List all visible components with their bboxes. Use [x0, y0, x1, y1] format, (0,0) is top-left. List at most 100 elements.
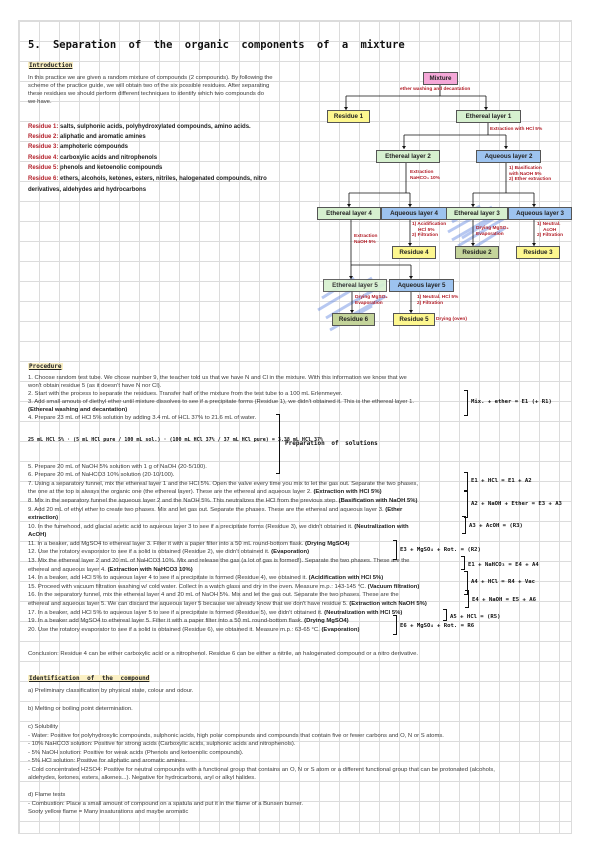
- identification-line: - Water: Positive for polyhydroxylic com…: [28, 733, 444, 739]
- procedure-step: 2. Start with the process to separate th…: [28, 390, 342, 398]
- identification-line: aldehydes, ketones, esters, alkenes...).…: [28, 775, 256, 781]
- preparation-brace: [276, 414, 280, 474]
- residue-description: derivatives, aldehydes and hydrocarbons: [28, 187, 147, 193]
- equation-brace: [393, 615, 397, 635]
- equation-brace: [464, 490, 468, 518]
- aqueous-layer-2-box: Aqueous layer 2: [476, 150, 541, 163]
- intro-line: these residues we should perform differe…: [28, 91, 264, 97]
- procedure-step: won't obtain residue 5 (as it doesn't ha…: [28, 382, 161, 390]
- step-method: (Extraction with NaHCO3 10%): [107, 567, 193, 573]
- step-text: ethereal and aqueous layer 4.: [28, 567, 108, 573]
- step-text: 15. Proceed with vacuum filtration washi…: [28, 584, 368, 590]
- identification-line: - Combustion: Place a small amount of co…: [28, 801, 304, 807]
- procedure-step: 5. Prepare 20 mL of NaOH 5% solution wit…: [28, 463, 207, 471]
- step-text: 11. In a beaker, add MgSO4 to ethereal l…: [28, 541, 306, 547]
- procedure-step: 13. Mix the ethereal layer 2 and 20 mL o…: [28, 557, 409, 565]
- identification-line: b) Melting or boiling point determinatio…: [28, 706, 133, 712]
- procedure-step: 7. Using a separatory funnel, mix the et…: [28, 480, 418, 488]
- step-ether-washing: ether washing and decantation: [400, 87, 471, 92]
- step-drying-e3: Drying MgSO₄ Evaporation: [476, 226, 509, 237]
- step-method: (Neutralization with HCl 5%): [324, 610, 403, 616]
- residue-2-box: Residue 2: [455, 246, 499, 259]
- aqueous-layer-5-box: Aqueous layer 5: [389, 279, 454, 292]
- residue-description: ethers, alcohols, ketones, esters, nitri…: [60, 176, 267, 182]
- step-text: won't obtain residue 5 (as it doesn't ha…: [28, 383, 162, 389]
- residue-item: Residue 3: amphoteric compounds: [28, 144, 128, 150]
- mixture-box: Mixture: [423, 72, 458, 85]
- residue-description: aliphatic and aromatic amines: [60, 134, 146, 140]
- step-method: (Evaporation): [321, 627, 360, 633]
- step-text: 14. In a beaker, add HCl 5% to aqueous l…: [28, 575, 309, 581]
- procedure-step: 16. In the separatory funnel, mix the et…: [28, 591, 399, 599]
- residue-item: Residue 1: salts, sulphonic acids, polyh…: [28, 124, 251, 130]
- identification-line: - 5% NaOH solution: Positive for weak ac…: [28, 750, 244, 756]
- residue-label: Residue 3:: [28, 144, 59, 150]
- step-text: ethereal and aqueous layer 5. We can dis…: [28, 601, 350, 607]
- procedure-step: 11. In a beaker, add MgSO4 to ethereal l…: [28, 540, 350, 548]
- step-text: 13. Mix the ethereal layer 2 and 20 mL o…: [28, 558, 410, 564]
- residue-description: salts, sulphonic acids, polyhydroxylated…: [60, 124, 251, 130]
- step-method: (Acidification with HCl 5%): [308, 575, 384, 581]
- identification-line: d) Flame tests: [28, 792, 66, 798]
- procedure-step: ethereal and aqueous layer 4. (Extractio…: [28, 566, 193, 574]
- residue-item: Residue 2: aliphatic and aromatic amines: [28, 134, 146, 140]
- step-text: 8. Mix in the separatory funnel the aque…: [28, 498, 339, 504]
- step-method: (Drying MgSO4): [304, 618, 349, 624]
- procedure-step: 20. Use the rotatory evaporator to see i…: [28, 626, 359, 634]
- intro-line: we have.: [28, 99, 52, 105]
- procedure-step: 14. In a beaker, add HCl 5% to aqueous l…: [28, 574, 383, 582]
- equation-brace: [461, 556, 465, 570]
- procedure-step: extraction): [28, 514, 58, 522]
- step-text: 17. In a beaker, add HCl 5% to aqueous l…: [28, 610, 325, 616]
- preparation-note: Preparation of solutions: [285, 440, 378, 447]
- step-drying-e5: Drying MgSO₄ Evaporation: [355, 295, 388, 306]
- step-method: (Extraction witch NaOH 5%): [349, 601, 427, 607]
- residue-description: phenols and ketoenolic compounds: [60, 165, 163, 171]
- ethereal-layer-4-box: Ethereal layer 4: [317, 207, 381, 220]
- identification-line: - 10% NaHCO3 solution: Positive for stro…: [28, 741, 296, 747]
- step-method: (Vacuum filtration): [367, 584, 420, 590]
- step-method: (Ethereal washing and decantation): [28, 407, 128, 413]
- step-acidification: 1) Acidification HCl 5% 2) Filtration: [412, 222, 447, 239]
- step-neutralization-a3: 1) Neutral. AcOH 2) Filtration: [537, 222, 564, 239]
- residue-1-box: Residue 1: [327, 110, 370, 123]
- equation-brace: [464, 571, 468, 595]
- reaction-equation: E1 + HCl = E1 + A2: [471, 478, 532, 484]
- reaction-equation: E4 + NaOH = E5 + A6: [472, 597, 536, 603]
- procedure-step: 9. Add 20 mL of ethyl ether to create tw…: [28, 506, 402, 514]
- reaction-equation: E1 + NaHCO₃ = E4 + A4: [468, 562, 539, 568]
- step-method: (Evaporation): [271, 549, 310, 555]
- hcl-calculation: 25 mL HCl 5% · (5 mL HCl pure / 100 mL s…: [28, 437, 324, 443]
- step-method: extraction): [28, 515, 59, 521]
- step-extraction-nahco3: Extraction NaHCO₃ 10%: [410, 170, 440, 181]
- reaction-equation: A4 + HCl = R4 + Vac: [471, 579, 535, 585]
- residue-4-box: Residue 4: [392, 246, 436, 259]
- procedure-step: 12. Use the rotatory evaporator to see i…: [28, 548, 309, 556]
- residue-label: Residue 6:: [28, 176, 59, 182]
- step-extraction-naoh: Extraction NaOH 5%: [354, 234, 378, 245]
- procedure-heading: Procedure: [28, 363, 63, 370]
- identification-heading: Identification of the compound: [28, 675, 151, 682]
- ethereal-layer-2-box: Ethereal layer 2: [376, 150, 440, 163]
- step-text: 6. Prepare 20 mL of NaHCO3 10% solution …: [28, 472, 175, 478]
- intro-line: scheme of the practice guide, we will ob…: [28, 83, 270, 89]
- reaction-equation: A2 + NaOH + Ether = E3 + A3: [471, 501, 562, 507]
- identification-line: a) Preliminary classification by physica…: [28, 688, 194, 694]
- step-text: 7. Using a separatory funnel, mix the et…: [28, 481, 418, 487]
- residue-item: Residue 5: phenols and ketoenolic compou…: [28, 165, 162, 171]
- step-text: 10. In the fumehood, add glacial acetic …: [28, 524, 355, 530]
- step-text: 3. Add small amouts of diethyl ether unt…: [28, 399, 415, 405]
- reaction-equation: A3 + AcOH = (R3): [469, 523, 523, 529]
- step-extraction-hcl: Extraction with HCl 5%: [490, 127, 543, 132]
- procedure-step: the one at the top is always the organic…: [28, 488, 382, 496]
- residue-3-box: Residue 3: [516, 246, 560, 259]
- aqueous-layer-4-box: Aqueous layer 4: [381, 207, 447, 220]
- reaction-equation: A5 + HCl = (R5): [450, 614, 501, 620]
- residue-label: Residue 5:: [28, 165, 59, 171]
- procedure-step: AcOH): [28, 531, 46, 539]
- step-text: 5. Prepare 20 mL of NaOH 5% solution wit…: [28, 464, 207, 470]
- residue-label: Residue 1:: [28, 124, 59, 130]
- equation-brace: [462, 516, 466, 534]
- step-text: 16. In the separatory funnel, mix the et…: [28, 592, 399, 598]
- residue-label: Residue 4:: [28, 155, 59, 161]
